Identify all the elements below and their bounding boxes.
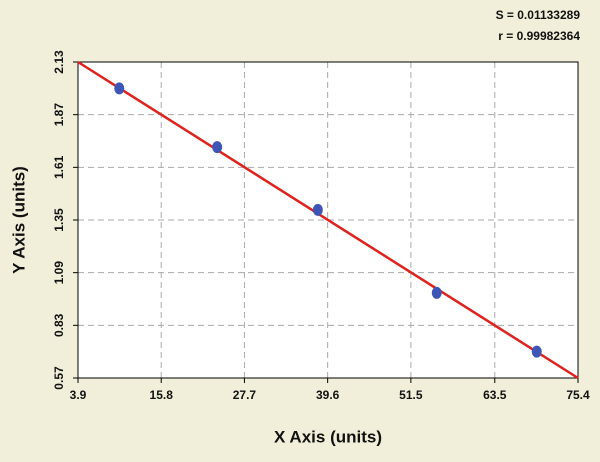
- data-point: [531, 345, 542, 358]
- x-tick-label: 75.4: [566, 388, 590, 402]
- data-point: [114, 82, 125, 95]
- plot-border: [77, 61, 579, 379]
- x-axis-label: X Axis (units): [274, 427, 382, 446]
- x-tick-label: 51.5: [399, 388, 423, 402]
- y-axis-label: Y Axis (units): [9, 166, 28, 274]
- fit-line: [77, 60, 579, 380]
- data-point: [431, 286, 442, 299]
- x-tick-label: 63.5: [483, 388, 507, 402]
- y-tick-label: 1.61: [52, 155, 66, 179]
- y-tick-label: 0.83: [52, 313, 66, 337]
- data-point: [312, 203, 323, 216]
- y-tick-label: 1.09: [52, 261, 66, 285]
- y-tick-label: 0.57: [52, 366, 66, 390]
- y-tick-label: 2.13: [52, 50, 66, 74]
- x-tick-label: 15.8: [150, 388, 174, 402]
- annotation: S = 0.01133289: [496, 8, 581, 22]
- y-tick-label: 1.35: [52, 208, 66, 232]
- data-point: [212, 141, 223, 154]
- annotation: r = 0.99982364: [498, 29, 580, 43]
- x-tick-label: 39.6: [316, 388, 340, 402]
- x-tick-label: 3.9: [70, 388, 87, 402]
- y-tick-label: 1.87: [52, 103, 66, 127]
- x-tick-label: 27.7: [233, 388, 257, 402]
